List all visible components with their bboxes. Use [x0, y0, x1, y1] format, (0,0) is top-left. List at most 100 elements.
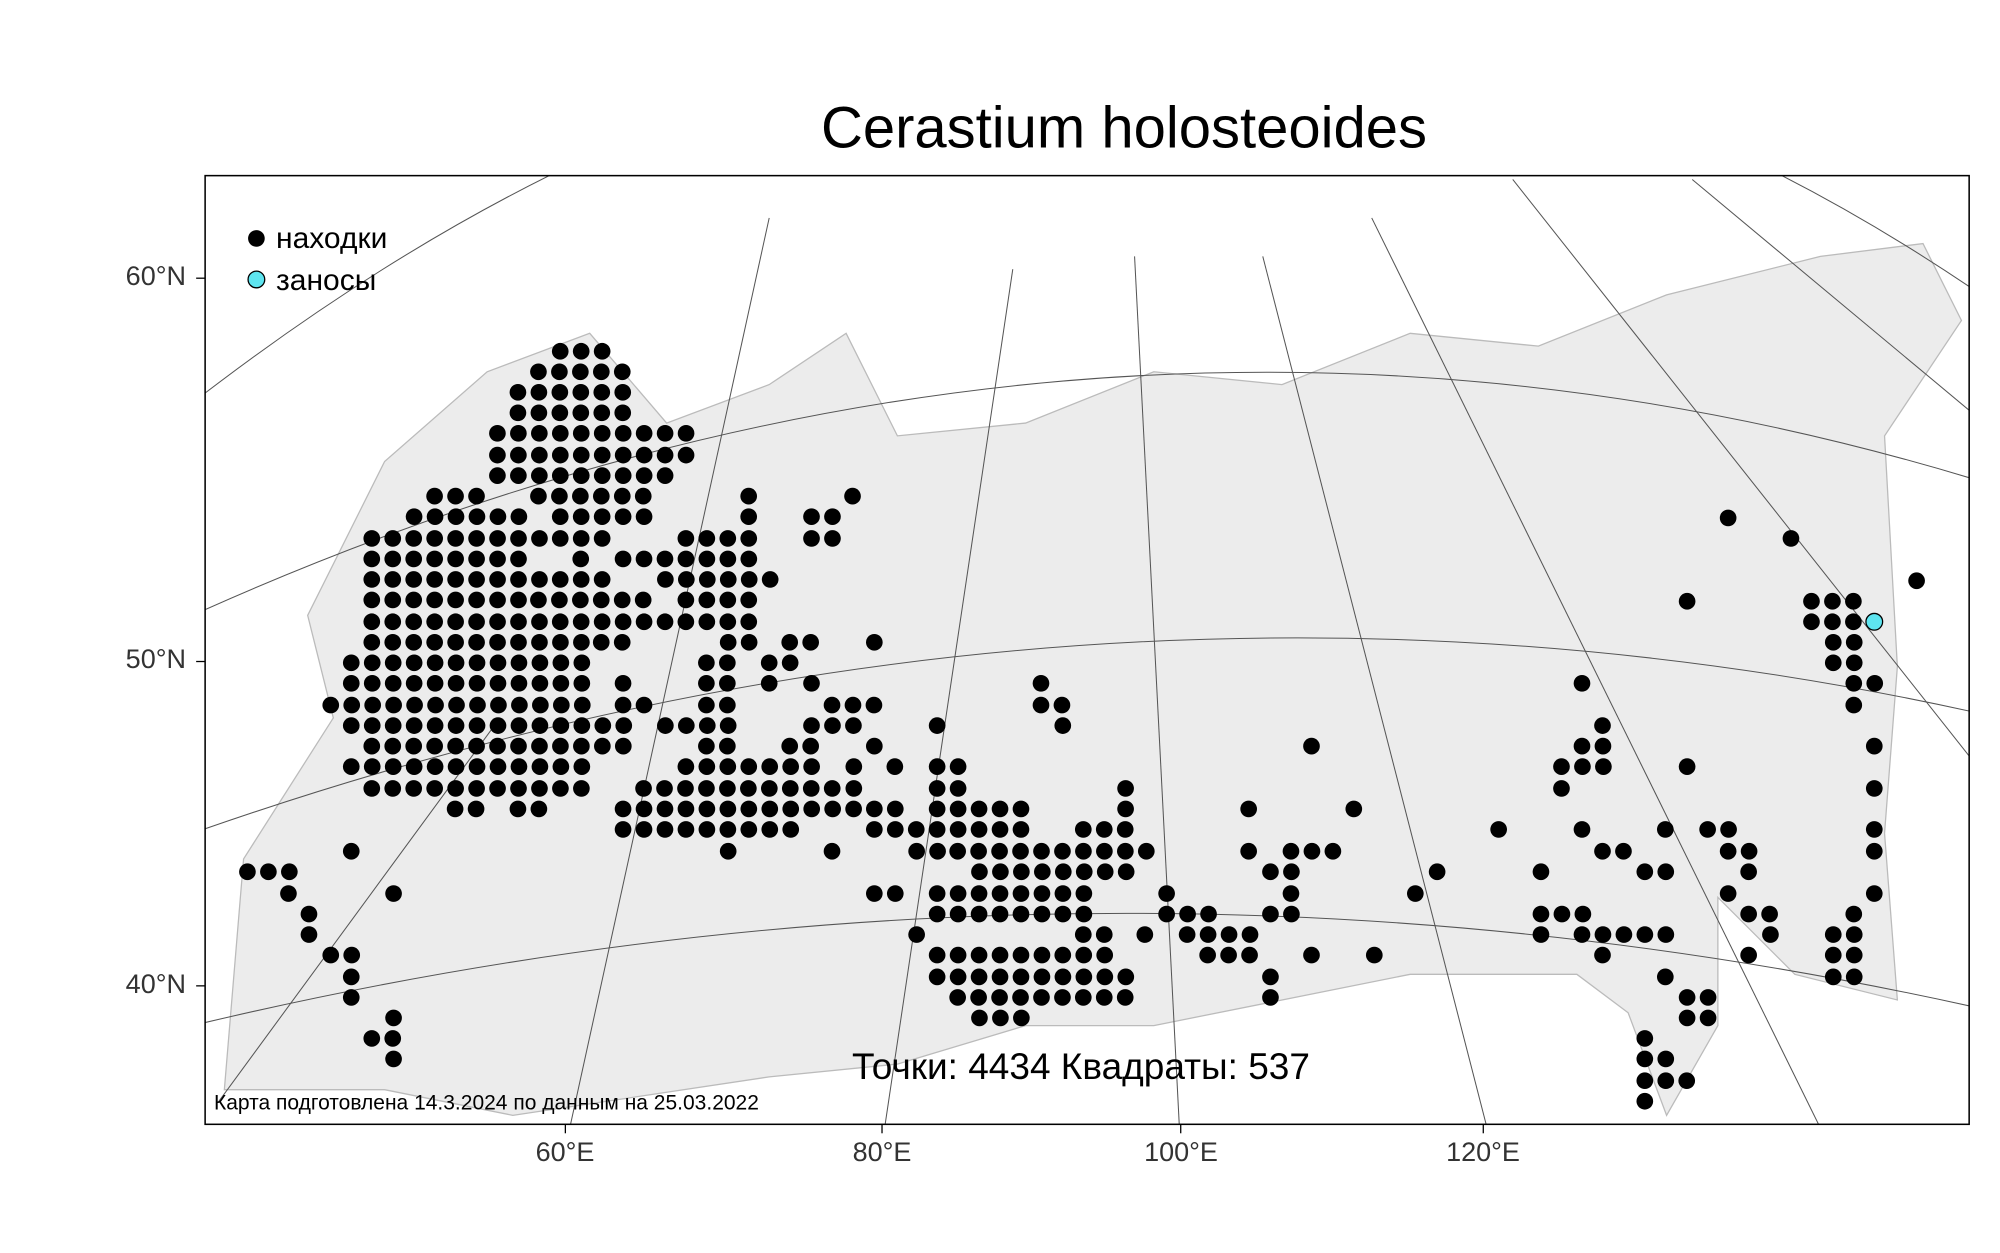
dot	[489, 654, 507, 672]
dot	[1720, 821, 1737, 838]
dot	[698, 674, 715, 692]
dot	[1824, 592, 1841, 610]
dot	[573, 696, 591, 714]
dot	[614, 821, 632, 838]
dot	[1740, 842, 1758, 860]
dot	[970, 842, 987, 860]
dot	[949, 968, 967, 986]
dot	[551, 446, 569, 464]
dot	[405, 508, 423, 525]
dot	[552, 633, 569, 651]
dot	[1866, 674, 1884, 692]
dot	[991, 905, 1009, 923]
dot	[510, 717, 528, 734]
dot	[384, 1030, 402, 1047]
dot	[1740, 863, 1757, 881]
dot	[781, 780, 799, 797]
dot	[1657, 1050, 1675, 1068]
dot	[613, 633, 631, 651]
dot	[1636, 1072, 1654, 1090]
dot	[551, 571, 569, 588]
dot	[593, 508, 611, 525]
dot	[593, 342, 611, 360]
dot	[530, 363, 547, 381]
dot	[551, 530, 569, 547]
dot	[657, 571, 674, 588]
dot	[740, 571, 758, 588]
dot	[405, 758, 423, 775]
dot	[510, 508, 528, 525]
dot	[363, 654, 381, 672]
dot	[1241, 926, 1259, 943]
dot	[447, 613, 464, 631]
dot	[405, 550, 423, 568]
dot	[1678, 758, 1696, 775]
dot	[928, 821, 946, 838]
dot	[489, 758, 507, 775]
dot	[573, 737, 590, 755]
dot	[1573, 737, 1591, 755]
dot	[1761, 905, 1778, 923]
dot	[1240, 842, 1258, 860]
dot	[1594, 737, 1612, 755]
dot	[991, 821, 1009, 838]
dot	[1032, 674, 1050, 692]
dot	[613, 363, 631, 381]
dot	[489, 674, 507, 692]
dot	[677, 800, 695, 818]
dot	[468, 737, 485, 755]
dot	[572, 424, 590, 442]
dot	[698, 717, 716, 734]
dot	[823, 780, 841, 797]
dot	[613, 591, 631, 609]
dot	[635, 800, 653, 818]
dot	[384, 550, 402, 568]
dot	[447, 591, 464, 609]
occurrence-dots	[239, 342, 1925, 1110]
dot	[802, 737, 820, 755]
dot	[635, 424, 653, 442]
dot	[740, 508, 758, 525]
dot	[677, 530, 695, 547]
dot	[1908, 572, 1925, 590]
dot	[426, 780, 443, 797]
dot	[363, 1030, 381, 1047]
dot	[1033, 905, 1051, 923]
dot	[635, 780, 652, 797]
dot	[509, 383, 527, 401]
dot	[615, 717, 633, 734]
map-content	[205, 175, 1970, 1125]
dot	[552, 674, 570, 692]
dot	[824, 508, 841, 525]
dot	[405, 717, 423, 734]
dot	[1075, 905, 1093, 923]
dot	[573, 633, 590, 651]
dot	[510, 613, 527, 631]
dot	[384, 674, 402, 692]
dot	[239, 863, 256, 881]
dot	[677, 424, 695, 442]
dot	[740, 633, 758, 651]
dot	[1137, 842, 1155, 860]
dot	[592, 633, 610, 651]
dot	[1678, 1009, 1696, 1027]
dot	[1178, 926, 1196, 943]
dot	[719, 780, 736, 797]
dot	[719, 654, 736, 672]
dot	[1803, 613, 1820, 631]
dot	[551, 591, 568, 609]
dot	[1615, 842, 1632, 860]
dot	[761, 800, 779, 818]
dot	[1657, 863, 1675, 881]
dot	[551, 487, 568, 505]
dot	[698, 737, 715, 755]
dot	[1845, 592, 1862, 610]
dot	[1824, 654, 1842, 672]
dot	[468, 530, 485, 547]
dot	[1845, 968, 1863, 986]
dot	[426, 654, 444, 672]
dot	[405, 633, 423, 651]
dot	[1033, 842, 1050, 860]
dot	[1054, 968, 1072, 986]
dot	[594, 737, 611, 755]
